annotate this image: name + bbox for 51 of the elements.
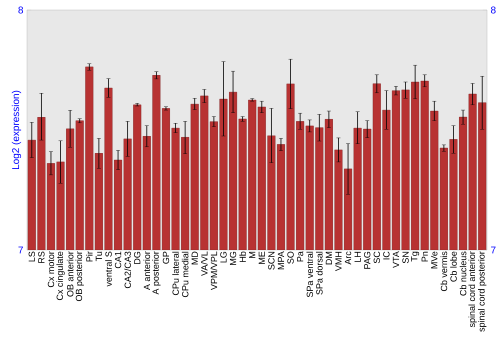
x-tick-label: A posterior <box>152 251 161 295</box>
x-tick-label: GP <box>162 252 170 264</box>
x-tick-label: CA1 <box>114 252 122 268</box>
x-tick-label: OB posterior <box>76 251 84 302</box>
x-tick-label: CPu medial <box>182 252 188 298</box>
x-tick-label: IC <box>383 252 390 260</box>
x-tick-label: MPA <box>278 251 284 270</box>
y2-tick-label: 8 <box>490 6 496 14</box>
x-tick-label: VTA <box>392 251 400 268</box>
x-tick-label: SO <box>287 252 294 264</box>
x-tick-label: SC <box>374 252 380 264</box>
x-tick-label: Cx motor <box>48 251 54 288</box>
x-tick-label: SN <box>402 252 409 264</box>
x-tick-label: Arc <box>344 251 352 265</box>
x-tick-label: Cb nucleus <box>460 252 466 296</box>
x-tick-label: MVe <box>431 252 438 268</box>
x-tick-label: SPa dorsal <box>316 252 323 295</box>
x-tick-label: Tg <box>411 252 420 262</box>
x-tick-label: SCN <box>268 252 275 270</box>
x-tick-label: Cb vermis <box>440 252 448 292</box>
x-tick-label: SPa ventral <box>306 252 314 298</box>
x-tick-label: MG <box>230 252 236 265</box>
x-tick-label: MD <box>192 252 198 264</box>
x-tick-label: LG <box>220 252 227 262</box>
x-tick-label: VPM/VPL <box>210 251 218 290</box>
x-tick-label: DG <box>134 252 140 264</box>
x-tick-label: RS <box>38 252 45 263</box>
x-tick-label: Cx cingulate <box>56 252 65 300</box>
x-tick-label: ventral S <box>105 252 112 287</box>
x-tick-label: Cb lobe <box>450 252 457 282</box>
y-axis-title: Log2 (expression) <box>12 90 22 170</box>
x-tick-label: LS <box>28 252 35 262</box>
x-tick-label: A anterior <box>144 251 150 290</box>
y2-tick-label: 7 <box>491 246 496 254</box>
x-tick-label: DM <box>326 252 332 264</box>
x-tick-label: CPu lateral <box>172 252 179 296</box>
x-tick-label: Pir <box>86 251 93 262</box>
x-tick-label: spinal cord anterior <box>468 251 477 328</box>
x-tick-label: PAG <box>364 252 370 269</box>
x-tick-label: ME <box>258 252 265 264</box>
x-tick-label: Pa <box>297 251 304 262</box>
x-tick-label: LH <box>354 252 361 262</box>
x-tick-label: Tu <box>96 252 102 262</box>
x-tick-label: Hb <box>239 252 246 262</box>
x-tick-label: spinal cord posterior <box>478 251 486 332</box>
x-tick-label: OB anterior <box>66 251 74 297</box>
x-tick-label: VMH <box>335 252 342 272</box>
x-tick-label: Pn <box>422 252 428 262</box>
x-tick-label: VA/VL <box>201 251 208 276</box>
x-tick-label: CA2/CA3 <box>124 252 131 288</box>
x-tick-label: M <box>249 252 256 258</box>
